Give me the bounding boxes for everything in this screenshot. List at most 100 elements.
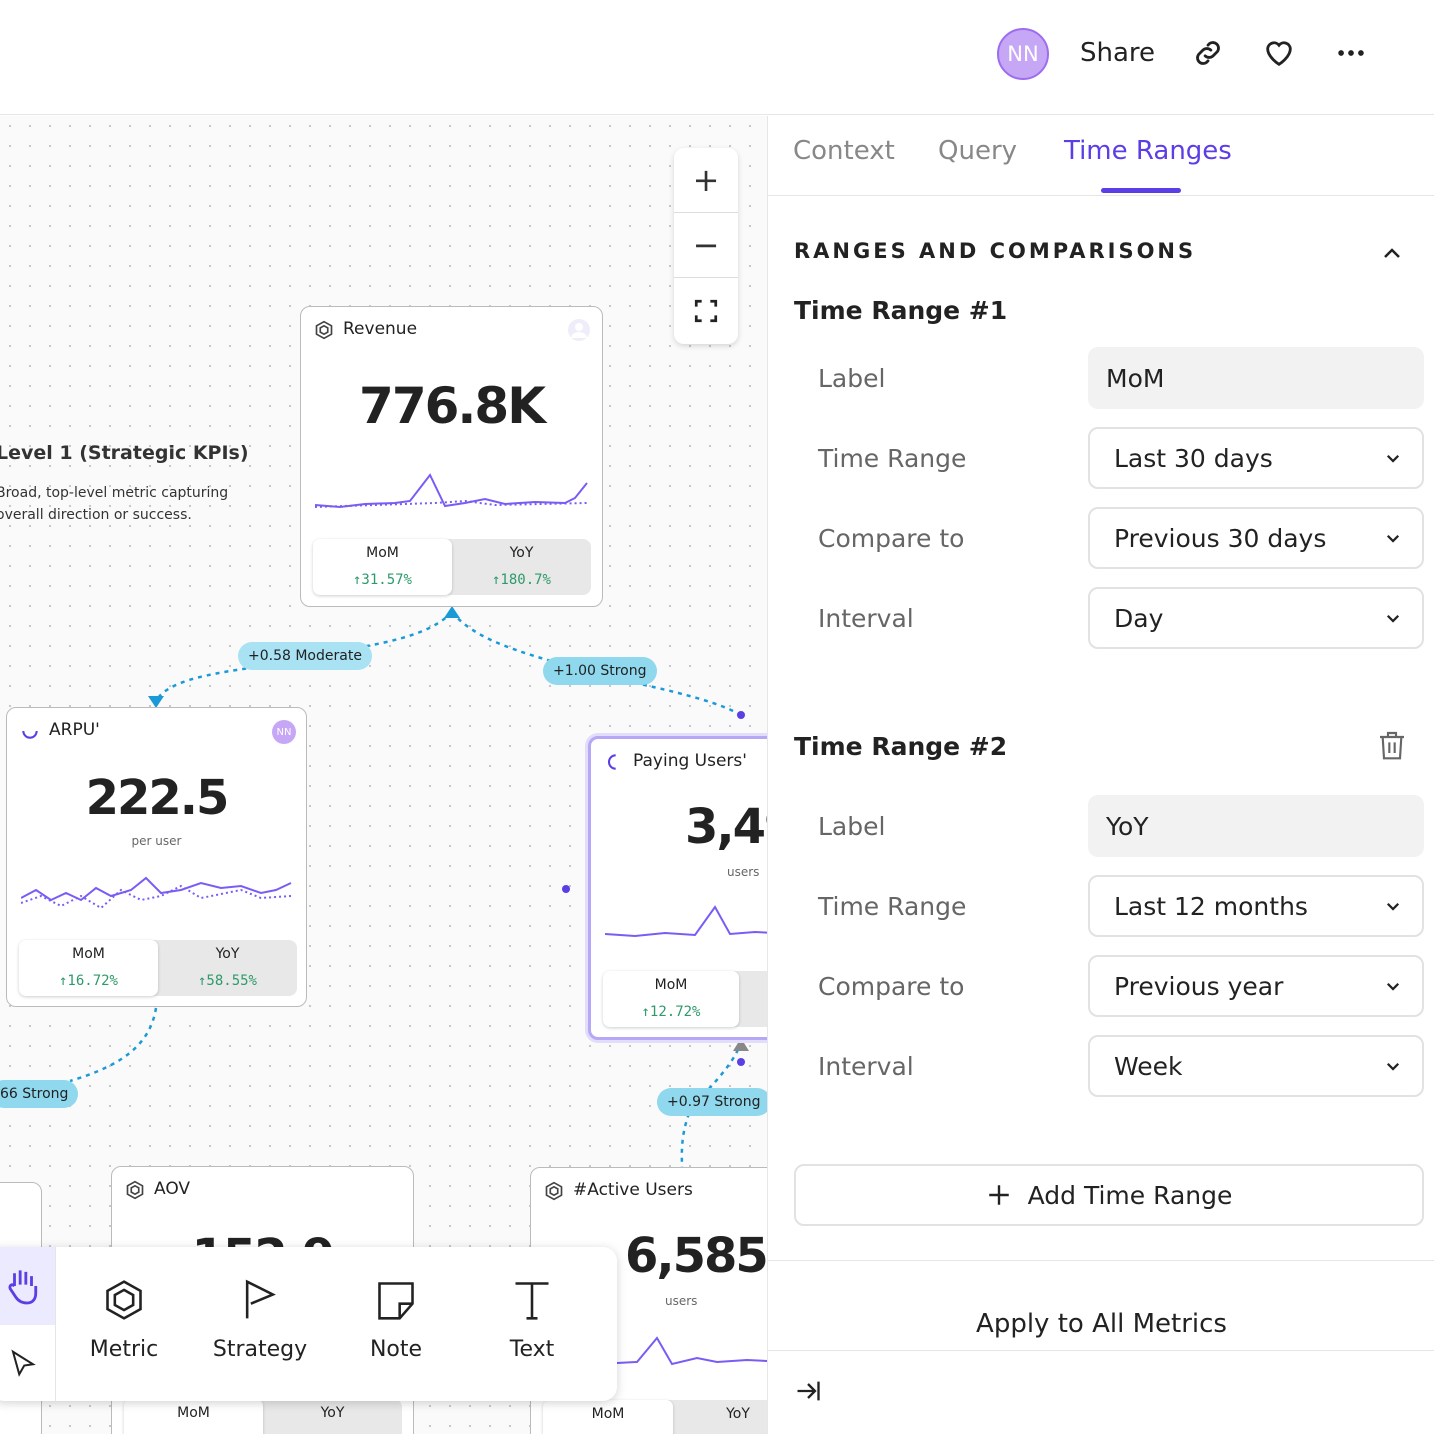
link-icon[interactable] xyxy=(1191,36,1225,70)
time-range-select[interactable]: Last 30 days xyxy=(1088,427,1424,489)
field-label: Interval xyxy=(818,1052,914,1081)
correlation-badge[interactable]: +1.00 Strong xyxy=(543,657,657,685)
share-button[interactable]: Share xyxy=(1080,38,1156,68)
select-tool-button[interactable] xyxy=(0,1325,55,1401)
loading-icon xyxy=(607,754,616,770)
compare-to-select[interactable]: Previous 30 days xyxy=(1088,507,1424,569)
section-title: RANGES AND COMPARISONS xyxy=(794,239,1197,263)
zoom-controls: + − xyxy=(674,148,738,344)
chevron-down-icon xyxy=(1386,1062,1400,1071)
field-label: Label xyxy=(818,364,886,393)
metric-value: 776.8K xyxy=(359,377,546,435)
metric-card-arpu[interactable]: ARPU' NN 222.5 per user MoM ↑16.72% YoY ↑5… xyxy=(6,707,307,1007)
metric-value: 222.5 xyxy=(85,770,230,826)
field-label: Compare to xyxy=(818,972,965,1001)
yoy-tab[interactable]: YoY ↑180.7% xyxy=(491,545,551,588)
interval-select[interactable]: Week xyxy=(1088,1035,1424,1097)
mom-tab[interactable]: MoM xyxy=(124,1399,263,1434)
mom-tab[interactable]: MoM xyxy=(543,1400,673,1434)
loading-icon xyxy=(22,730,38,739)
top-header: NN Share xyxy=(0,0,1434,115)
comparison-toggle: MoM YoY xyxy=(124,1399,402,1434)
yoy-tab[interactable]: YoY xyxy=(320,1405,345,1421)
tool-strategy[interactable]: Strategy xyxy=(192,1247,328,1401)
label-input[interactable]: YoY xyxy=(1088,795,1424,857)
metric-hexagon-icon xyxy=(126,1180,144,1200)
field-label: Compare to xyxy=(818,524,965,553)
arrow-icon xyxy=(733,1038,749,1051)
avatar[interactable]: NN xyxy=(997,28,1049,80)
card-title: Paying Users' xyxy=(633,751,747,771)
interval-select[interactable]: Day xyxy=(1088,587,1424,649)
correlation-badge[interactable]: +0.58 Moderate xyxy=(238,642,372,670)
correlation-badge[interactable]: +0.97 Strong xyxy=(657,1088,767,1116)
chevron-down-icon xyxy=(1386,902,1400,911)
metric-value: 6,585 xyxy=(625,1228,767,1284)
creation-toolbar: Metric Strategy Note Text xyxy=(0,1247,617,1401)
more-icon[interactable] xyxy=(1334,36,1368,70)
field-label: Time Range xyxy=(818,892,967,921)
metric-card-active-users[interactable]: #Active Users 6,585 users MoM YoY xyxy=(530,1167,767,1434)
card-title: Revenue xyxy=(343,319,418,339)
field-label: Interval xyxy=(818,604,914,633)
time-range-select[interactable]: Last 12 months xyxy=(1088,875,1424,937)
panel-tabs: Context Query Time Ranges xyxy=(768,116,1434,196)
yoy-tab[interactable]: YoY ↑58.55% xyxy=(197,946,257,989)
tab-time-ranges[interactable]: Time Ranges xyxy=(1064,136,1232,166)
sparkline xyxy=(315,473,588,509)
metric-unit: users xyxy=(727,865,760,879)
tool-note[interactable]: Note xyxy=(328,1247,464,1401)
zoom-out-button[interactable]: − xyxy=(674,213,738,278)
plus-icon xyxy=(988,1185,1009,1205)
metric-hexagon-icon xyxy=(106,1280,142,1320)
time-range-2-heading: Time Range #2 xyxy=(794,732,1008,761)
field-label: Label xyxy=(818,812,886,841)
owner-avatar: NN xyxy=(272,720,296,744)
tool-text[interactable]: Text xyxy=(464,1247,600,1401)
card-title: #Active Users xyxy=(573,1180,693,1200)
strategy-canvas[interactable]: + − Level 1 (Strategic KPIs) Broad, top-… xyxy=(0,116,767,1434)
mom-tab[interactable]: MoM ↑16.72% xyxy=(19,940,158,996)
label-input[interactable]: MoM xyxy=(1088,347,1424,409)
sticky-note-icon xyxy=(378,1282,414,1320)
zoom-in-button[interactable]: + xyxy=(674,148,738,213)
apply-to-all-metrics-button[interactable]: Apply to All Metrics xyxy=(768,1260,1434,1350)
chevron-down-icon xyxy=(1386,454,1400,463)
sparkline xyxy=(21,876,292,910)
active-tab-indicator xyxy=(1101,188,1181,193)
chevron-down-icon xyxy=(1386,982,1400,991)
arrow-icon xyxy=(148,696,164,708)
add-time-range-button[interactable]: Add Time Range xyxy=(794,1164,1424,1226)
tab-query[interactable]: Query xyxy=(938,136,1018,166)
chevron-up-icon[interactable] xyxy=(1380,244,1404,262)
sparkline xyxy=(617,1336,767,1366)
metric-card-revenue[interactable]: Revenue 776.8K MoM ↑31.57% YoY ↑180.7% xyxy=(300,306,603,607)
metric-card-paying-users[interactable]: Paying Users' 3,49 users MoM↑12.72% xyxy=(588,736,767,1040)
arrow-icon xyxy=(444,606,460,618)
yoy-tab[interactable]: YoY xyxy=(726,1406,750,1422)
fullscreen-icon xyxy=(694,299,718,322)
level-note-title: Level 1 (Strategic KPIs) xyxy=(0,442,249,464)
tool-metric[interactable]: Metric xyxy=(56,1247,192,1401)
compare-to-select[interactable]: Previous year xyxy=(1088,955,1424,1017)
correlation-badge[interactable]: 66 Strong xyxy=(0,1080,79,1108)
comparison-toggle: MoM ↑16.72% YoY ↑58.55% xyxy=(19,940,297,996)
fit-screen-button[interactable] xyxy=(674,278,738,343)
comparison-toggle: MoM ↑12.72% xyxy=(603,971,767,1027)
collapse-panel-icon[interactable] xyxy=(792,1377,824,1405)
tab-context[interactable]: Context xyxy=(793,136,895,166)
panel-footer xyxy=(768,1350,1434,1434)
hand-icon xyxy=(7,1270,37,1305)
metric-hexagon-icon xyxy=(545,1181,563,1201)
trash-icon[interactable] xyxy=(1376,728,1408,762)
comparison-toggle: MoM ↑31.57% YoY ↑180.7% xyxy=(313,539,591,595)
card-title: AOV xyxy=(154,1179,191,1199)
heart-icon[interactable] xyxy=(1262,36,1296,70)
sparkline xyxy=(605,905,767,938)
mom-tab[interactable]: MoM ↑12.72% xyxy=(603,971,739,1027)
flag-icon xyxy=(245,1279,276,1319)
metric-value: 3,49 xyxy=(685,799,767,855)
hand-tool-button[interactable] xyxy=(0,1247,55,1325)
mom-tab[interactable]: MoM ↑31.57% xyxy=(313,539,452,595)
card-title: ARPU' xyxy=(49,720,100,740)
